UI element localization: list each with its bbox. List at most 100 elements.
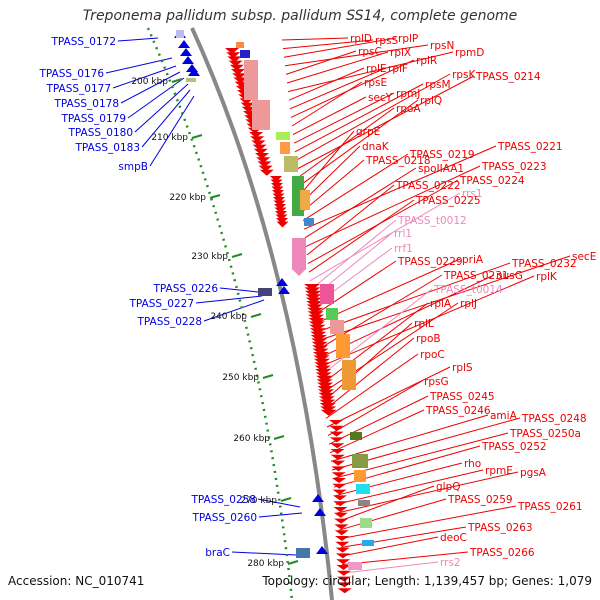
gene-label-right: TPASS_0214 [475,71,541,83]
forward-gene-arrow [272,193,285,200]
gene-label-right: TPASS_0229 [397,256,463,268]
forward-gene-arrow [249,132,263,138]
forward-gene-arrow [316,375,333,382]
gene-label-right: TPASS_0266 [469,547,535,559]
leader-line [335,469,484,505]
forward-gene-arrow [271,186,284,193]
leader-line [258,512,303,518]
gene-label-right: TPASS_0232 [511,258,577,270]
forward-gene-arrow [330,443,345,449]
gene-label-right: rplL [414,318,434,330]
leader-line [281,37,349,41]
forward-gene-arrow [320,409,337,416]
forward-gene-arrow [273,197,285,203]
tick-mark [171,78,183,83]
forward-gene-arrow [334,524,349,530]
reverse-gene-arrow [316,546,328,554]
gene-label-right: rpsK [452,69,476,81]
leader-line [195,295,263,304]
forward-gene-arrow [251,140,266,147]
forward-gene-arrow [333,501,348,507]
reverse-block [258,288,272,296]
tick-mark [191,134,203,139]
forward-gene-arrow [309,324,326,331]
gene-label-right: rpsM [425,79,451,91]
gene-label-right: rplJ [460,298,477,310]
leader-line [304,167,417,239]
tick-mark [209,194,221,199]
forward-gene-arrow [330,449,345,454]
gene-label-left: TPASS_0172 [50,36,116,48]
forward-gene-arrow [273,200,286,207]
tick-ring-path [146,27,294,600]
forward-gene-arrow [240,102,255,109]
forward-gene-arrow [314,365,331,372]
leader-line [320,288,433,376]
gene-label-right: TPASS_0263 [467,522,533,534]
gene-label-right: rplS [452,362,473,374]
forward-gene-arrow [253,148,268,155]
gene-label-right: spoIIAA1 [418,163,464,175]
gene-label-right: rho [464,458,481,470]
forward-gene-arrow [312,348,329,355]
forward-gene-arrow [332,489,347,495]
tick-mark [280,497,292,502]
forward-gene-arrow [317,382,334,389]
reverse-gene-arrow [180,48,192,56]
leader-line [310,219,397,290]
leader-line [289,67,387,110]
forward-gene-arrow [329,425,344,431]
forward-gene-arrow [276,221,289,228]
leader-line [287,51,454,93]
gene-label-right: rpmD [455,47,484,59]
leader-line [134,83,189,133]
gene-label-right: TPASS_0252 [481,441,547,453]
forward-gene-arrow [271,183,283,189]
forward-gene-arrow [318,392,335,399]
leader-line [117,37,159,42]
gene-label-right: TPASS_0222 [395,180,461,192]
leader-line [323,322,413,402]
forward-gene-arrow [332,495,347,501]
operon-block [280,142,290,154]
leader-line [341,561,439,574]
gene-label-right: rrf1 [394,243,413,255]
leader-line [288,67,365,101]
gene-label-right: rrl1 [394,228,412,240]
gene-label-right: TPASS_0246 [425,405,491,417]
leader-line [314,258,461,325]
gene-label-right: TPASS_t0012 [397,215,467,227]
leader-line [337,485,435,523]
rna-arrow [291,268,307,276]
tick-ring: 200 kbp 210 kbp 220 kbp 230 kbp 240 kbp 250 k… [131,27,299,600]
gene-label-right: rpmE [485,465,513,477]
tick-label: 260 kbp [233,434,270,444]
gene-label-right: TPASS_0225 [415,195,481,207]
gene-label-right: rplX [390,47,411,59]
leader-line [338,498,447,531]
reverse-block [296,548,310,558]
forward-gene-arrow [275,214,288,221]
gene-label-left: TPASS_0258 [190,494,256,506]
forward-gene-arrow [305,297,322,304]
map-title: Treponema pallidum subsp. pallidum SS14,… [82,8,518,24]
forward-gene-arrow [255,153,269,159]
forward-gene-arrow [335,553,350,559]
leader-line [284,44,429,67]
leader-line [300,145,361,204]
forward-gene-arrow [329,420,343,425]
reverse-gene-arrow [182,56,194,64]
forward-gene-arrow [336,565,351,570]
forward-gene-arrow [335,547,350,553]
gene-label-right: nusG [496,270,523,282]
operon-block [348,562,362,570]
operon-block [354,470,366,482]
gene-label-left: TPASS_0177 [45,83,111,95]
operon-block [360,518,372,528]
forward-gene-arrow [331,460,346,466]
leader-line [341,551,469,566]
forward-gene-arrow [329,431,344,437]
gene-label-left: TPASS_0178 [53,98,119,110]
forward-gene-arrow [304,287,321,294]
gene-label-right: rpsE [364,77,387,89]
